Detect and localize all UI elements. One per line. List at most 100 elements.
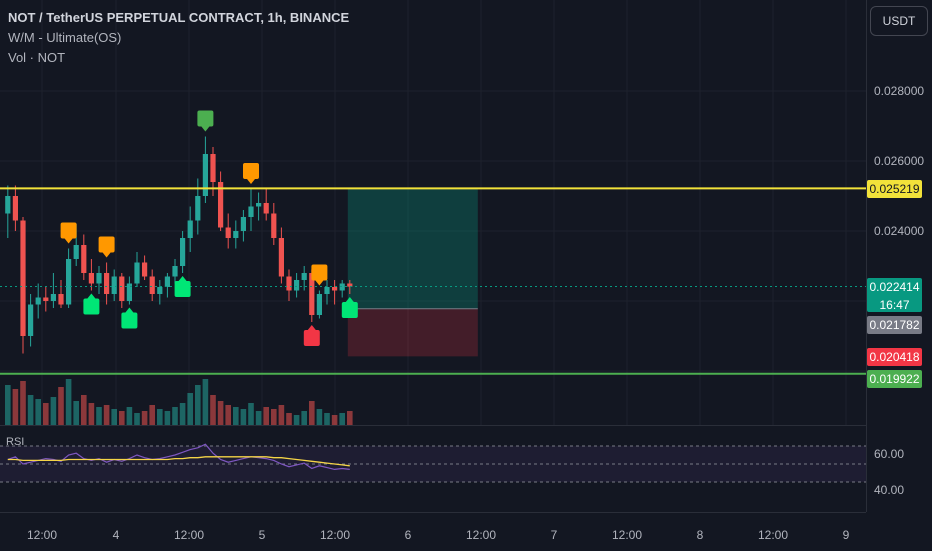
volume-bar — [73, 401, 79, 425]
signal-pointer — [125, 307, 134, 313]
candle-body — [240, 217, 246, 231]
candle-body — [149, 276, 155, 294]
candle-body — [142, 262, 148, 277]
volume-bar — [141, 411, 148, 425]
signal-marker — [174, 281, 191, 297]
candle-body — [210, 154, 216, 182]
price-chart[interactable] — [0, 0, 866, 425]
volume-bar — [50, 397, 57, 425]
candle-body — [263, 203, 269, 214]
candle-body — [225, 227, 231, 238]
time-label: 5 — [258, 528, 266, 542]
candle-body — [104, 273, 110, 294]
time-label: 9 — [842, 528, 850, 542]
candle-body — [309, 273, 315, 315]
time-axis[interactable] — [0, 512, 866, 551]
candle-body — [43, 297, 49, 301]
volume-bar — [35, 399, 41, 425]
candle-body — [164, 276, 170, 287]
volume-bar — [324, 413, 330, 425]
rsi-label: RSI — [6, 436, 25, 448]
volume-bar — [316, 409, 323, 425]
signal-marker — [303, 330, 320, 346]
time-label: 7 — [550, 528, 558, 542]
signal-marker — [83, 298, 100, 315]
signal-pointer — [247, 179, 255, 184]
currency-button[interactable]: USDT — [870, 6, 928, 36]
candle-body — [50, 294, 56, 301]
volume-bar — [119, 411, 125, 425]
indicator-ultimate[interactable]: W/M - Ultimate(OS) — [8, 30, 122, 45]
symbol-title[interactable]: NOT / TetherUS PERPETUAL CONTRACT, 1h, B… — [8, 10, 350, 25]
candle-body — [81, 245, 87, 273]
volume-bar — [58, 387, 64, 425]
volume-bar — [12, 389, 19, 425]
candle-body — [73, 245, 79, 259]
chart-area[interactable] — [0, 0, 866, 512]
rsi-tick: 60.00 — [874, 447, 905, 461]
volume-bar — [126, 407, 133, 425]
candle-body — [172, 266, 178, 277]
candle-body — [88, 273, 94, 284]
volume-bar — [286, 413, 292, 425]
candle-body — [5, 196, 11, 214]
resistance-price-tag: 0.025219 — [867, 180, 922, 198]
volume-bar — [88, 403, 95, 425]
volume-bar — [179, 403, 186, 425]
volume-bar — [202, 379, 209, 425]
volume-bar — [20, 381, 26, 425]
price-tick: 0.026000 — [874, 154, 925, 168]
candle-body — [66, 259, 72, 305]
signal-marker — [197, 110, 214, 127]
time-label: 8 — [696, 528, 704, 542]
candle-body — [111, 276, 117, 294]
signal-marker — [311, 264, 328, 281]
volume-bar — [157, 409, 163, 425]
volume-bar — [81, 395, 87, 425]
signal-pointer — [307, 325, 316, 330]
stop-zone — [347, 308, 478, 357]
stop-price-tag: 0.020418 — [867, 348, 922, 366]
target-zone — [347, 188, 478, 309]
volume-bar — [271, 409, 277, 425]
signal-marker — [98, 236, 115, 253]
volume-bar — [225, 405, 231, 425]
time-label: 6 — [404, 528, 412, 542]
candle-body — [96, 273, 102, 284]
volume-bar — [187, 393, 193, 425]
candle-body — [339, 283, 345, 291]
indicator-volume[interactable]: Vol · NOT — [8, 50, 66, 65]
candle-body — [58, 294, 64, 305]
volume-bar — [301, 411, 307, 425]
candle-body — [233, 231, 239, 238]
current-price: 0.022414 — [869, 280, 920, 294]
rsi-chart — [0, 443, 866, 483]
rsi-tick: 40.00 — [874, 483, 905, 497]
candle-body — [126, 283, 132, 301]
candle-body — [134, 262, 140, 284]
bar-countdown: 16:47 — [879, 298, 910, 312]
volume-bar — [240, 409, 247, 425]
chart-legend: NOT / TetherUS PERPETUAL CONTRACT, 1h, B… — [8, 8, 349, 68]
volume-bar — [248, 403, 254, 425]
volume-bar — [278, 405, 285, 425]
volume-bar — [347, 411, 353, 425]
entry-price-tag: 0.021782 — [867, 316, 922, 334]
volume-bar — [263, 407, 269, 425]
signal-pointer — [315, 280, 324, 286]
candle-body — [195, 196, 201, 221]
volume-bar — [27, 395, 34, 425]
rsi-ma-line — [7, 456, 350, 467]
signal-pointer — [345, 297, 354, 302]
candle-body — [271, 213, 277, 238]
volume-bar — [172, 407, 178, 425]
candle-body — [324, 287, 330, 294]
time-label: 12:00 — [319, 528, 351, 542]
signal-marker — [243, 163, 259, 179]
candle-body — [294, 280, 300, 291]
volume-bar — [210, 395, 216, 425]
price-scale[interactable] — [866, 0, 932, 512]
rsi-pane[interactable] — [0, 425, 866, 513]
signal-marker — [121, 312, 138, 329]
volume-bar — [331, 415, 338, 425]
